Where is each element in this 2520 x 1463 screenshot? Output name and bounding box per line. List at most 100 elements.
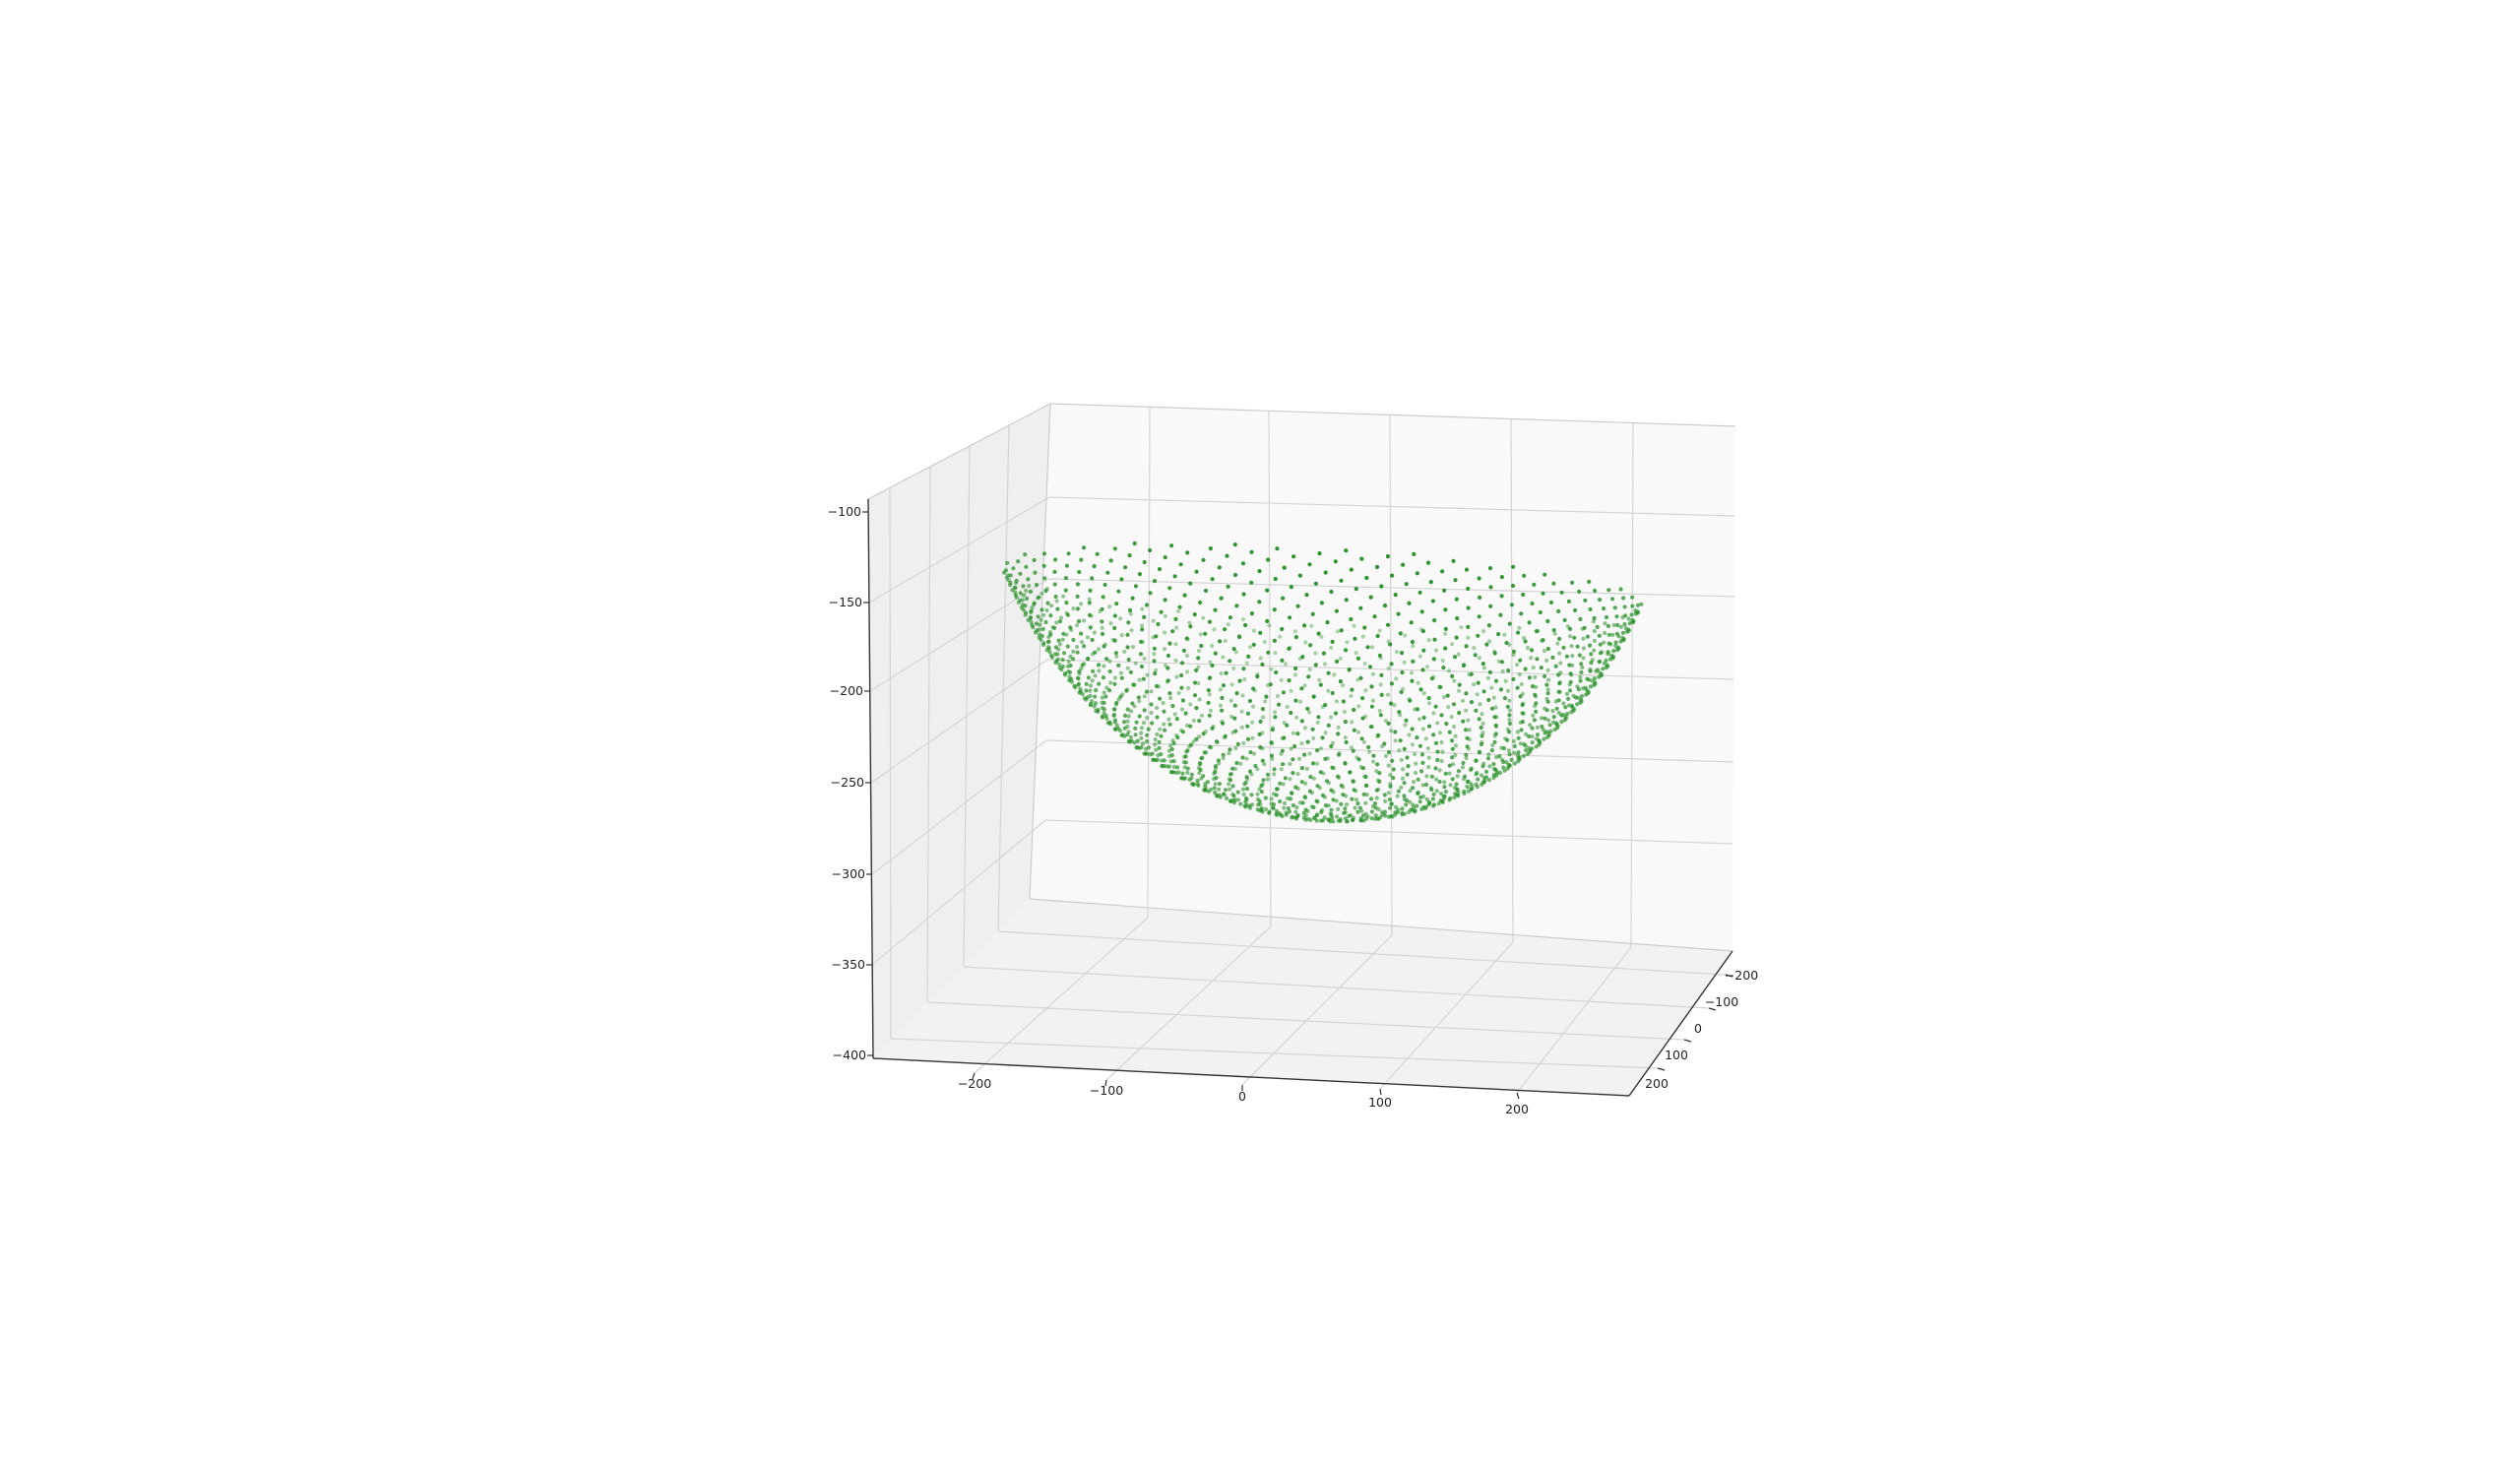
data-point xyxy=(1156,621,1161,627)
data-point xyxy=(1179,672,1184,678)
data-point xyxy=(1338,679,1343,684)
data-point xyxy=(1400,812,1405,817)
data-point xyxy=(1232,716,1237,721)
data-point xyxy=(1449,715,1454,720)
data-point xyxy=(1219,596,1224,601)
data-point xyxy=(1329,743,1334,749)
data-point xyxy=(1464,708,1469,713)
data-point xyxy=(1192,680,1198,685)
data-point xyxy=(1339,801,1344,806)
data-point xyxy=(1307,751,1312,756)
data-point xyxy=(1079,640,1085,645)
data-point xyxy=(1569,644,1574,649)
data-point xyxy=(1148,591,1153,596)
data-point xyxy=(1540,638,1544,644)
data-point xyxy=(1556,608,1561,614)
data-point xyxy=(1199,713,1205,718)
data-point xyxy=(1369,816,1374,821)
data-point xyxy=(1192,693,1198,698)
data-point xyxy=(1314,761,1319,766)
data-point xyxy=(1136,695,1141,700)
data-point xyxy=(1283,662,1288,667)
data-point xyxy=(1323,703,1328,708)
data-point xyxy=(1154,747,1159,752)
data-point xyxy=(1544,730,1549,734)
data-point xyxy=(1229,772,1234,777)
data-point xyxy=(1530,734,1535,739)
data-point xyxy=(1280,735,1285,741)
z-tick-label: −200 xyxy=(830,683,863,698)
data-point xyxy=(1372,801,1378,806)
data-point xyxy=(1486,752,1491,757)
data-point xyxy=(1184,653,1189,659)
data-point xyxy=(1354,755,1359,760)
data-point xyxy=(1241,792,1246,797)
data-point xyxy=(1171,764,1176,770)
data-point xyxy=(1176,770,1181,775)
data-point xyxy=(1527,620,1532,625)
data-point xyxy=(1437,731,1442,735)
data-point xyxy=(1118,616,1123,621)
data-point xyxy=(1154,668,1159,672)
data-point xyxy=(1504,759,1509,765)
data-point xyxy=(1399,757,1404,763)
data-point xyxy=(1044,587,1049,592)
data-point xyxy=(1506,668,1511,673)
data-point xyxy=(1552,631,1557,636)
data-point xyxy=(1241,740,1246,746)
data-point xyxy=(1241,592,1246,597)
data-point xyxy=(1250,735,1255,740)
data-point xyxy=(1228,787,1232,792)
data-point xyxy=(1492,649,1497,654)
data-point xyxy=(1453,743,1459,748)
data-point xyxy=(1179,707,1185,712)
data-point xyxy=(1534,709,1539,715)
data-point xyxy=(1431,732,1436,737)
data-point xyxy=(1265,777,1270,782)
data-point xyxy=(1553,664,1558,668)
data-point xyxy=(1149,702,1154,707)
data-point xyxy=(1163,598,1167,603)
data-point xyxy=(1156,753,1161,758)
data-point xyxy=(1162,630,1167,635)
data-point xyxy=(1142,694,1147,699)
data-point xyxy=(1274,811,1279,816)
data-point xyxy=(1329,807,1334,812)
data-point xyxy=(1226,584,1230,589)
data-point xyxy=(1229,682,1234,687)
data-point xyxy=(1289,585,1293,590)
data-point xyxy=(1478,595,1482,601)
data-point xyxy=(1548,600,1553,605)
data-point xyxy=(1234,760,1239,766)
data-point xyxy=(1139,735,1144,741)
data-point xyxy=(1137,745,1142,751)
data-point xyxy=(1375,778,1381,783)
data-point xyxy=(1021,593,1027,598)
data-point xyxy=(1217,787,1222,792)
data-point xyxy=(1313,581,1318,586)
data-point xyxy=(1590,658,1595,663)
data-point xyxy=(1221,655,1226,660)
data-point xyxy=(1185,770,1190,776)
data-point xyxy=(1410,727,1415,732)
data-point xyxy=(1358,605,1363,610)
data-point xyxy=(1297,800,1302,805)
data-point xyxy=(1240,693,1245,698)
data-point xyxy=(1533,704,1538,709)
data-point xyxy=(1592,615,1597,621)
data-point xyxy=(1469,700,1475,705)
data-point xyxy=(1515,730,1520,734)
data-point xyxy=(1129,709,1134,714)
data-point xyxy=(1279,677,1284,682)
data-point xyxy=(1466,779,1471,785)
data-point xyxy=(1465,735,1470,740)
data-point xyxy=(1349,813,1354,818)
data-point xyxy=(1142,708,1147,713)
data-point xyxy=(1464,752,1469,757)
data-point xyxy=(1208,546,1213,551)
data-point xyxy=(1335,659,1340,665)
data-point xyxy=(1280,813,1285,819)
data-point xyxy=(1076,676,1081,681)
data-point xyxy=(1221,756,1226,761)
data-point xyxy=(1418,654,1422,659)
